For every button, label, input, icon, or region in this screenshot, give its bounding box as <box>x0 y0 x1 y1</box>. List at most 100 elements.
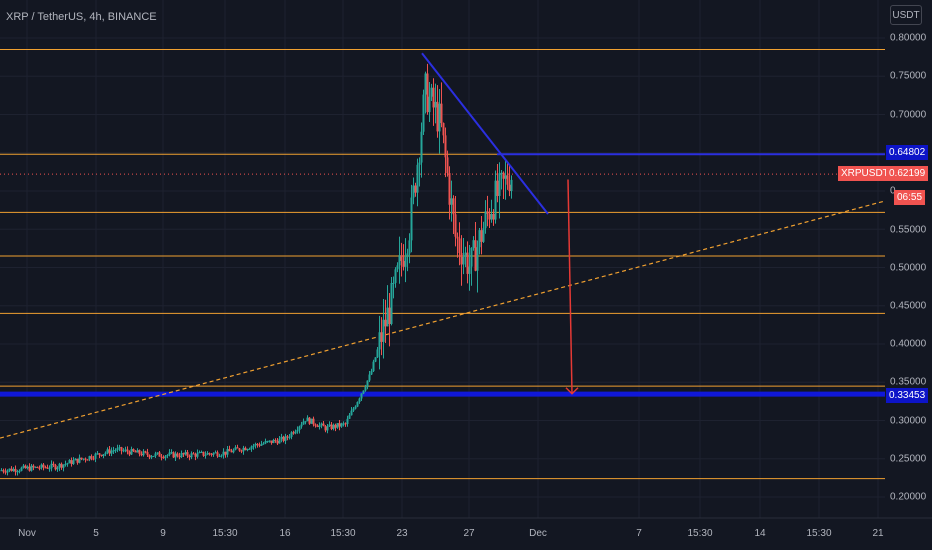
candle-body <box>172 452 175 458</box>
candle-body <box>252 445 255 447</box>
x-tick-label: 15:30 <box>687 528 713 539</box>
candle-body <box>430 87 433 97</box>
candle-body <box>328 424 331 427</box>
candle-body <box>88 456 91 460</box>
y-tick-label: 0.35000 <box>890 376 927 388</box>
candle-body <box>398 255 401 266</box>
candle-body <box>314 424 317 426</box>
candle-body <box>428 96 431 113</box>
candle-body <box>504 175 507 179</box>
candle-body <box>156 452 159 454</box>
candle-body <box>388 307 391 324</box>
candle-body <box>104 452 107 455</box>
candle-body <box>16 471 19 473</box>
candle-body <box>294 431 297 434</box>
candle-body <box>204 454 207 456</box>
candle-body <box>220 455 223 457</box>
candle-body <box>242 447 245 452</box>
candle-body <box>348 415 351 419</box>
x-tick-label: 21 <box>872 528 884 539</box>
x-tick-label: 14 <box>754 528 766 539</box>
candle-body <box>174 453 177 458</box>
candle-body <box>496 180 499 196</box>
candle-body <box>462 256 465 265</box>
candle-body <box>452 198 455 215</box>
candle-body <box>60 463 63 468</box>
candle-body <box>298 426 301 430</box>
candle-body <box>166 454 169 456</box>
candle-body <box>36 466 39 468</box>
candle-body <box>318 425 321 427</box>
support-price-tag: 0.33453 <box>886 388 929 403</box>
candle-body <box>96 453 99 455</box>
candle-body <box>304 421 307 423</box>
candle-body <box>414 185 417 193</box>
x-tick-label: 15:30 <box>330 528 356 539</box>
candle-body <box>292 432 295 434</box>
x-tick-label: 9 <box>160 528 166 539</box>
descending-trendline <box>421 52 549 215</box>
candle-body <box>444 135 447 158</box>
candle-body <box>376 349 379 358</box>
candle-body <box>52 463 55 466</box>
candle-body <box>212 452 215 455</box>
candle-body <box>80 457 83 460</box>
x-tick-label: 5 <box>93 528 99 539</box>
candle-body <box>132 449 135 452</box>
candle-body <box>464 252 467 257</box>
candle-body <box>94 453 97 459</box>
candle-body <box>288 436 291 438</box>
candle-body <box>410 197 413 241</box>
projection-arrow-head <box>565 387 579 395</box>
candle-body <box>32 465 35 468</box>
candle-body <box>214 452 217 454</box>
candle-body <box>72 460 75 465</box>
candle-body <box>400 255 403 261</box>
x-tick-label: Nov <box>18 528 36 539</box>
candle-body <box>510 179 513 192</box>
candle-body <box>374 357 377 362</box>
candle-body <box>390 283 393 324</box>
candle-body <box>276 440 279 444</box>
candle-body <box>450 198 453 205</box>
y-tick-label: 0.40000 <box>890 338 927 350</box>
candle-body <box>208 453 211 455</box>
candle-body <box>272 439 275 444</box>
candle-body <box>324 426 327 431</box>
candle-body <box>62 464 65 468</box>
candle-body <box>106 449 109 453</box>
candle-body <box>342 423 345 425</box>
candle-body <box>216 452 219 457</box>
candle-body <box>322 423 325 427</box>
candle-body <box>186 452 189 456</box>
x-tick-label: Dec <box>529 528 547 539</box>
candle-body <box>500 172 503 174</box>
candle-body <box>14 468 17 472</box>
candle-body <box>182 453 185 455</box>
candle-body <box>418 162 421 165</box>
candle-body <box>162 457 165 459</box>
candle-body <box>192 453 195 455</box>
chart-title: XRP / TetherUS, 4h, BINANCE <box>6 11 157 23</box>
candle-body <box>386 307 389 327</box>
candle-body <box>290 432 293 437</box>
candle-body <box>64 463 67 465</box>
candle-body <box>146 452 149 455</box>
candle-body <box>354 406 357 409</box>
candle-body <box>274 439 277 441</box>
candle-body <box>114 450 117 452</box>
candle-body <box>22 465 25 468</box>
candle-body <box>48 468 51 470</box>
candle-body <box>160 456 163 458</box>
candle-body <box>284 436 287 441</box>
candle-body <box>384 319 387 327</box>
candle-body <box>120 447 123 451</box>
candle-body <box>296 429 299 432</box>
candle-body <box>28 466 31 471</box>
candle-body <box>478 230 481 248</box>
candle-body <box>38 467 41 469</box>
candle-body <box>466 252 469 274</box>
candle-body <box>336 423 339 428</box>
currency-button[interactable]: USDT <box>890 5 922 25</box>
